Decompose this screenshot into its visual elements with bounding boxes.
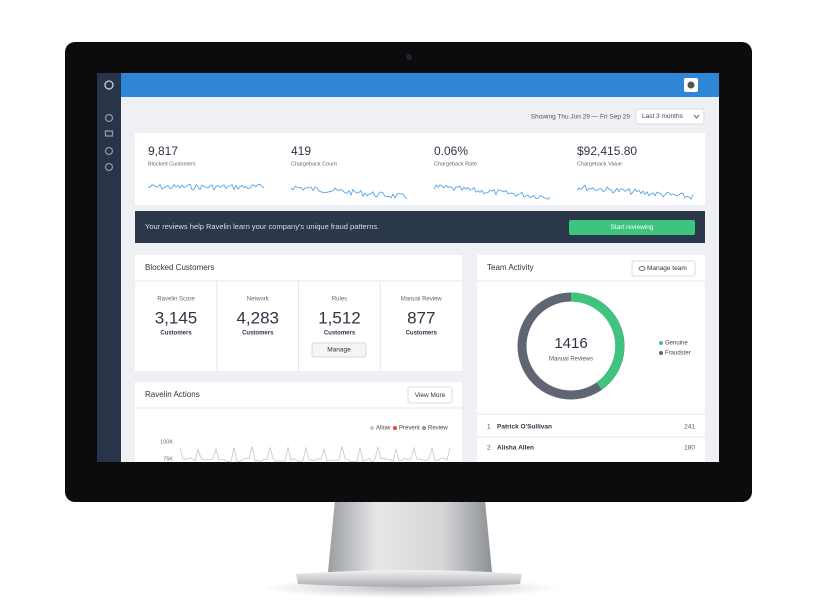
- nav-icon[interactable]: [104, 146, 114, 156]
- user-avatar: [687, 81, 695, 89]
- stat-value: 9,817: [148, 144, 178, 158]
- period-dropdown[interactable]: [635, 108, 705, 125]
- column-unit: Customers: [406, 331, 438, 337]
- column-label: Network: [247, 297, 270, 303]
- manage-button[interactable]: [311, 342, 367, 358]
- button-label: View More: [415, 392, 446, 399]
- stat-value: 419: [291, 144, 311, 158]
- manage-team-button[interactable]: [631, 260, 696, 277]
- column-label: Ravelin Score: [157, 297, 195, 303]
- legend-label: Prevent: [399, 426, 420, 432]
- team-panel: [477, 255, 705, 462]
- row-count: 180: [684, 445, 695, 452]
- stand-neck: [328, 500, 492, 572]
- legend-swatch: [422, 426, 426, 430]
- column-unit: Customers: [160, 331, 192, 337]
- sparkline: [576, 184, 694, 200]
- sidebar: [97, 73, 121, 462]
- stat-label: Blocked Customers: [148, 161, 196, 167]
- button-label: Manage team: [647, 265, 687, 272]
- panel-title: Team Activity: [487, 263, 534, 272]
- nav-icon[interactable]: [104, 130, 114, 137]
- stand-base: [296, 570, 522, 587]
- row-rank: 2: [487, 445, 491, 452]
- panel-title: Ravelin Actions: [145, 390, 200, 399]
- button-label: Manage: [327, 347, 351, 354]
- panel-title: Blocked Customers: [145, 263, 214, 272]
- column-unit: Customers: [324, 331, 356, 337]
- column-value: 3,145: [155, 308, 198, 327]
- column-label: Manual Review: [401, 297, 443, 303]
- stat-label: Chargeback Count: [291, 161, 337, 167]
- legend-swatch: [659, 341, 663, 345]
- dropdown-caret: [693, 114, 700, 119]
- sparkline: [433, 184, 551, 200]
- column-value: 4,283: [236, 308, 279, 327]
- column-value: 1,512: [318, 308, 361, 327]
- camera: [406, 54, 412, 60]
- top-bar: [121, 73, 719, 97]
- button-label: Start reviewing: [611, 224, 654, 231]
- legend-label: Allow: [376, 426, 391, 432]
- stat-label: Chargeback Rate: [434, 161, 477, 167]
- legend-label: Review: [428, 426, 448, 432]
- nav-icon[interactable]: [104, 113, 114, 123]
- stat-value: $92,415.80: [577, 144, 637, 158]
- banner-text: Your reviews help Ravelin learn your com…: [145, 222, 379, 231]
- column-unit: Customers: [242, 331, 274, 337]
- axis-label: 75K: [163, 456, 173, 462]
- legend-swatch: [393, 426, 397, 430]
- legend-label: Fraudster: [665, 351, 691, 357]
- period-label: Last 3 months: [642, 113, 684, 120]
- column-value: 877: [407, 308, 435, 327]
- donut-label: Manual Reviews: [549, 357, 593, 363]
- row-rank: 1: [487, 424, 491, 431]
- stat-value: 0.06%: [434, 144, 468, 158]
- date-range: Showing Thu Jun 29 — Fri Sep 29: [531, 114, 631, 121]
- stats-card: [135, 133, 705, 205]
- eye-icon: [638, 266, 646, 271]
- legend-label: Genuine: [665, 341, 688, 347]
- start-reviewing-button[interactable]: [569, 220, 695, 235]
- row-name: Alisha Allen: [497, 445, 534, 452]
- actions-line: [179, 446, 451, 463]
- nav-icon[interactable]: [104, 162, 114, 172]
- donut-arc: [570, 292, 625, 390]
- legend-swatch: [659, 351, 663, 355]
- stat-label: Chargeback Value: [577, 161, 622, 167]
- sparkline: [147, 183, 265, 191]
- view-more-button[interactable]: [407, 386, 453, 404]
- logo[interactable]: [104, 80, 114, 90]
- legend-swatch: [370, 426, 374, 430]
- column-label: Rules: [332, 297, 347, 303]
- row-count: 241: [684, 424, 695, 431]
- sparkline: [290, 185, 408, 200]
- axis-label: 100K: [160, 439, 173, 445]
- row-name: Patrick O'Sullivan: [497, 424, 552, 431]
- donut-value: 1416: [554, 335, 587, 352]
